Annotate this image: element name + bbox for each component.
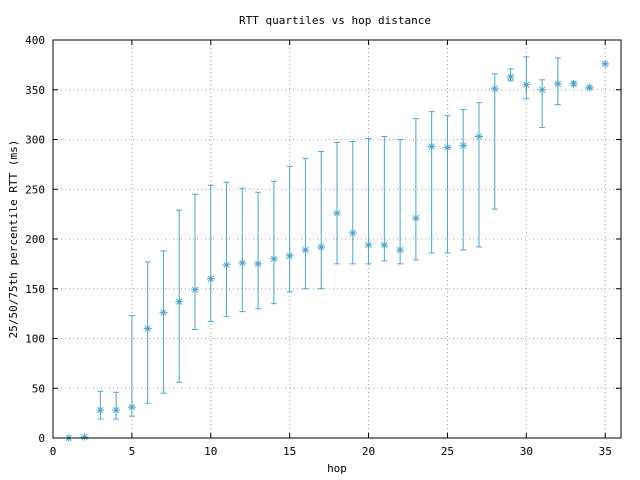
data-point <box>80 433 89 442</box>
y-tick-label: 200 <box>25 233 45 246</box>
data-point <box>522 56 531 100</box>
median-marker <box>238 258 247 267</box>
median-marker <box>254 259 263 268</box>
median-marker <box>411 214 420 223</box>
data-point <box>222 181 231 318</box>
x-tick-label: 25 <box>441 445 454 458</box>
median-marker <box>538 85 547 94</box>
data-point <box>348 140 357 265</box>
data-series <box>64 56 610 442</box>
median-marker <box>522 80 531 89</box>
y-tick-label: 100 <box>25 333 45 346</box>
median-marker <box>222 260 231 269</box>
data-point <box>112 391 121 420</box>
median-marker <box>569 79 578 88</box>
median-marker <box>285 251 294 260</box>
median-marker <box>317 242 326 251</box>
data-point <box>254 191 263 310</box>
y-tick-label: 0 <box>38 432 45 445</box>
median-marker <box>159 308 168 317</box>
median-marker <box>585 83 594 92</box>
data-point <box>191 193 199 331</box>
data-point <box>490 73 499 210</box>
y-tick-label: 400 <box>25 34 45 47</box>
x-tick-label: 30 <box>520 445 533 458</box>
median-marker <box>396 245 405 254</box>
median-marker <box>112 406 121 415</box>
median-marker <box>143 324 152 333</box>
data-point <box>175 209 184 383</box>
data-point <box>127 315 136 417</box>
data-point <box>206 184 215 323</box>
plot-frame <box>52 39 622 439</box>
y-tick-label: 50 <box>32 382 45 395</box>
data-point <box>538 79 547 129</box>
y-tick-label: 150 <box>25 283 45 296</box>
data-point <box>96 390 105 420</box>
median-marker <box>80 433 89 442</box>
data-point <box>333 141 341 265</box>
median-marker <box>601 59 610 68</box>
data-point <box>143 261 152 404</box>
median-marker <box>364 240 373 249</box>
data-point <box>238 187 247 313</box>
data-point <box>285 165 294 293</box>
median-marker <box>96 406 105 415</box>
data-point <box>459 109 468 251</box>
median-marker <box>427 142 436 151</box>
data-point <box>380 136 389 262</box>
chart-title: RTT quartiles vs hop distance <box>239 14 431 27</box>
y-tick-label: 300 <box>25 134 45 147</box>
data-point <box>269 180 278 305</box>
x-tick-label: 20 <box>362 445 375 458</box>
data-point <box>301 157 310 290</box>
median-marker <box>127 403 136 412</box>
y-axis-label: 25/50/75th percentile RTT (ms) <box>7 140 20 339</box>
data-point <box>585 83 594 92</box>
median-marker <box>269 254 278 263</box>
median-marker <box>490 84 499 93</box>
x-tick-label: 35 <box>599 445 612 458</box>
data-point <box>364 138 373 265</box>
median-marker <box>443 143 452 152</box>
data-point <box>396 139 405 265</box>
x-tick-label: 10 <box>204 445 217 458</box>
median-marker <box>380 240 389 249</box>
median-marker <box>301 245 310 254</box>
median-marker <box>206 274 215 283</box>
x-tick-label: 5 <box>129 445 136 458</box>
y-tick-label: 250 <box>25 183 45 196</box>
median-marker <box>475 132 483 141</box>
data-point <box>411 118 420 261</box>
median-marker <box>333 209 341 218</box>
data-point <box>569 79 578 88</box>
data-point <box>601 59 610 68</box>
median-marker <box>553 79 562 88</box>
data-point <box>506 68 515 82</box>
median-marker <box>459 141 468 150</box>
data-point <box>475 102 483 248</box>
median-marker <box>191 285 199 294</box>
y-tick-label: 350 <box>25 84 45 97</box>
x-axis-label: hop <box>327 462 347 475</box>
data-point <box>317 150 326 290</box>
median-marker <box>506 72 515 81</box>
median-marker <box>175 297 184 306</box>
data-point <box>553 57 562 106</box>
data-point <box>427 111 436 254</box>
median-marker <box>348 229 357 238</box>
x-tick-label: 0 <box>50 445 57 458</box>
data-point <box>159 250 168 394</box>
x-tick-label: 15 <box>283 445 296 458</box>
data-point <box>443 115 452 254</box>
